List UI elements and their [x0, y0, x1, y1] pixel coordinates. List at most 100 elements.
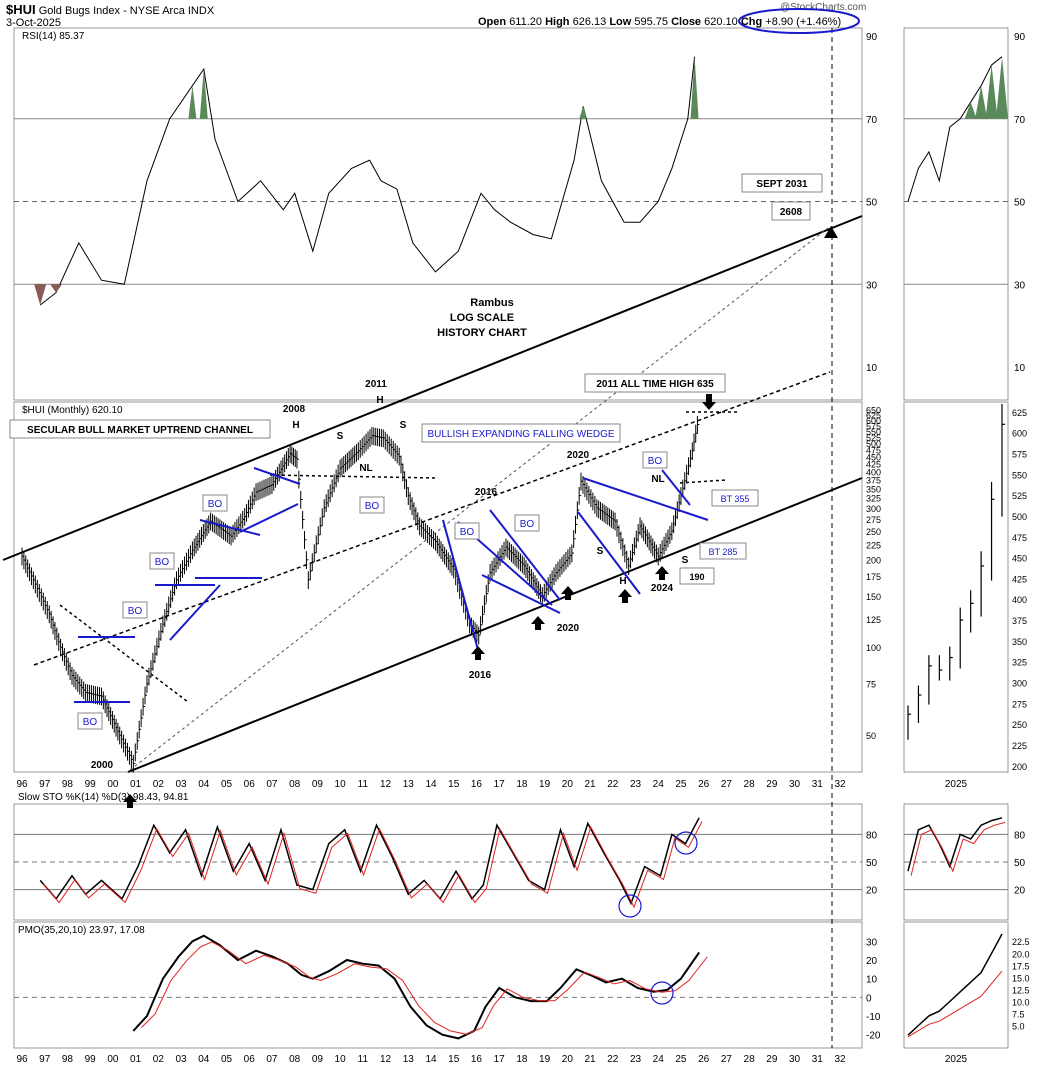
price-inset-tick-label: 300	[1012, 679, 1027, 689]
price-inset-tick-label: 625	[1012, 408, 1027, 418]
chg-label: Chg	[740, 16, 763, 28]
x-tick-label-bottom: 17	[494, 1054, 506, 1065]
x-tick-label-bottom: 13	[403, 1054, 415, 1065]
x-tick-label: 12	[380, 779, 392, 790]
x-tick-label: 98	[62, 779, 74, 790]
x-tick-label: 03	[175, 779, 187, 790]
x-tick-label-bottom: 23	[630, 1054, 642, 1065]
pmo-inset-tick-label: 12.5	[1012, 985, 1030, 995]
pmo-inset-frame	[903, 921, 1009, 1049]
price-tick-label: 550	[866, 427, 881, 437]
year-2008-label: 2008	[283, 404, 306, 415]
bt-285-label-box	[699, 542, 747, 560]
x-tick-label: 18	[516, 779, 528, 790]
x-tick-label: 17	[494, 779, 506, 790]
close-label: Close	[671, 16, 702, 28]
rsi-inset-overbought-fill	[964, 102, 977, 119]
x-tick-label: 21	[584, 779, 596, 790]
year-2020-bottom-label: 2020	[557, 623, 580, 634]
x-tick-label: 32	[834, 779, 846, 790]
low-value: 595.75	[634, 16, 669, 28]
high-label: High	[545, 16, 570, 28]
sto-tick-label: 20	[866, 886, 878, 897]
open-value: 611.20	[509, 16, 543, 28]
x-tick-label: 06	[244, 779, 256, 790]
price-inset-tick-label: 550	[1012, 470, 1027, 480]
x-tick-label: 16	[471, 779, 483, 790]
sto-inset-k-line	[907, 817, 1003, 872]
x-tick-label-bottom: 01	[130, 1054, 142, 1065]
x-tick-label: 29	[766, 779, 778, 790]
x-tick-label: 19	[539, 779, 551, 790]
x-tick-label: 11	[358, 779, 369, 790]
price-inset-tick-label: 525	[1012, 491, 1027, 501]
x-tick-label: 96	[16, 779, 28, 790]
sto-inset-tick-label: 80	[1014, 830, 1026, 841]
x-tick-label: 00	[107, 779, 119, 790]
bo-label: BO	[208, 499, 223, 510]
pattern-line	[582, 477, 709, 521]
x-tick-label-bottom: 10	[335, 1054, 347, 1065]
pmo-tick-label: 10	[866, 975, 878, 986]
x-tick-label-bottom: 00	[107, 1054, 119, 1065]
x-tick-label: 15	[448, 779, 460, 790]
price-tick-label: 200	[866, 555, 881, 565]
up-arrow	[531, 616, 545, 630]
bo-label-box	[454, 522, 480, 540]
price-inset-tick-label: 225	[1012, 741, 1027, 751]
pattern-line	[489, 509, 561, 601]
price-tick-label: 50	[866, 731, 876, 741]
chart-date: 3-Oct-2025	[6, 17, 62, 29]
x-tick-label: 09	[312, 779, 324, 790]
x-tick-label-bottom: 25	[675, 1054, 687, 1065]
price-tick-label: 375	[866, 476, 881, 486]
x-tick-label: 27	[721, 779, 733, 790]
price-tick-label: 75	[866, 680, 876, 690]
channel-lower-line	[127, 477, 863, 773]
price-tick-label: 150	[866, 592, 881, 602]
price-tick-label: 400	[866, 467, 881, 477]
rsi-inset-tick-label: 90	[1014, 32, 1026, 43]
target-arrowhead	[824, 226, 838, 238]
rsi-inset-tick-label: 10	[1014, 363, 1026, 374]
bt-355-label-box	[711, 489, 759, 507]
x-tick-label: 22	[607, 779, 619, 790]
price-tick-label: 650	[866, 406, 881, 416]
level-190-label-box	[679, 567, 715, 585]
wedge-label: BULLISH EXPANDING FALLING WEDGE	[427, 429, 614, 440]
price-tick-label: 475	[866, 446, 881, 456]
pmo-signal-line	[140, 941, 708, 1035]
x-tick-label: 31	[812, 779, 824, 790]
x-tick-label: 05	[221, 779, 233, 790]
x-tick-label: 99	[85, 779, 97, 790]
x-tick-label: 04	[198, 779, 210, 790]
bo-label: BO	[365, 501, 380, 512]
up-arrow	[561, 586, 575, 600]
wedge-label-box	[421, 423, 621, 443]
sto-inset-tick-label: 50	[1014, 858, 1026, 869]
x-tick-label: 30	[789, 779, 801, 790]
x-tick-label-bottom: 24	[653, 1054, 665, 1065]
pmo-inset-tick-label: 17.5	[1012, 961, 1030, 971]
x-tick-label: 07	[266, 779, 278, 790]
x-tick-label: 23	[630, 779, 642, 790]
rsi-title: RSI(14) 85.37	[22, 31, 85, 42]
pattern-line	[253, 467, 301, 485]
price-inset-tick-label: 275	[1012, 699, 1027, 709]
bo-label: BO	[128, 606, 143, 617]
neckline-2024-label: NL	[651, 474, 664, 485]
channel-midline	[33, 371, 831, 666]
chg-value: +8.90 (+1.46%)	[765, 16, 842, 28]
pattern-line	[442, 519, 479, 651]
year-2020-top-label: 2020	[567, 450, 590, 461]
neckline-2011-label: NL	[359, 463, 372, 474]
x-tick-label-bottom: 09	[312, 1054, 324, 1065]
price-tick-label: 600	[866, 416, 881, 426]
bo-label-box	[202, 494, 228, 512]
x-tick-label-bottom: 05	[221, 1054, 233, 1065]
sept-2031-label-box	[741, 173, 823, 193]
price-tick-label: 125	[866, 615, 881, 625]
x-tick-label: 02	[153, 779, 165, 790]
pmo-title: PMO(35,20,10) 23.97, 17.08	[18, 925, 145, 936]
price-tick-label: 250	[866, 527, 881, 537]
